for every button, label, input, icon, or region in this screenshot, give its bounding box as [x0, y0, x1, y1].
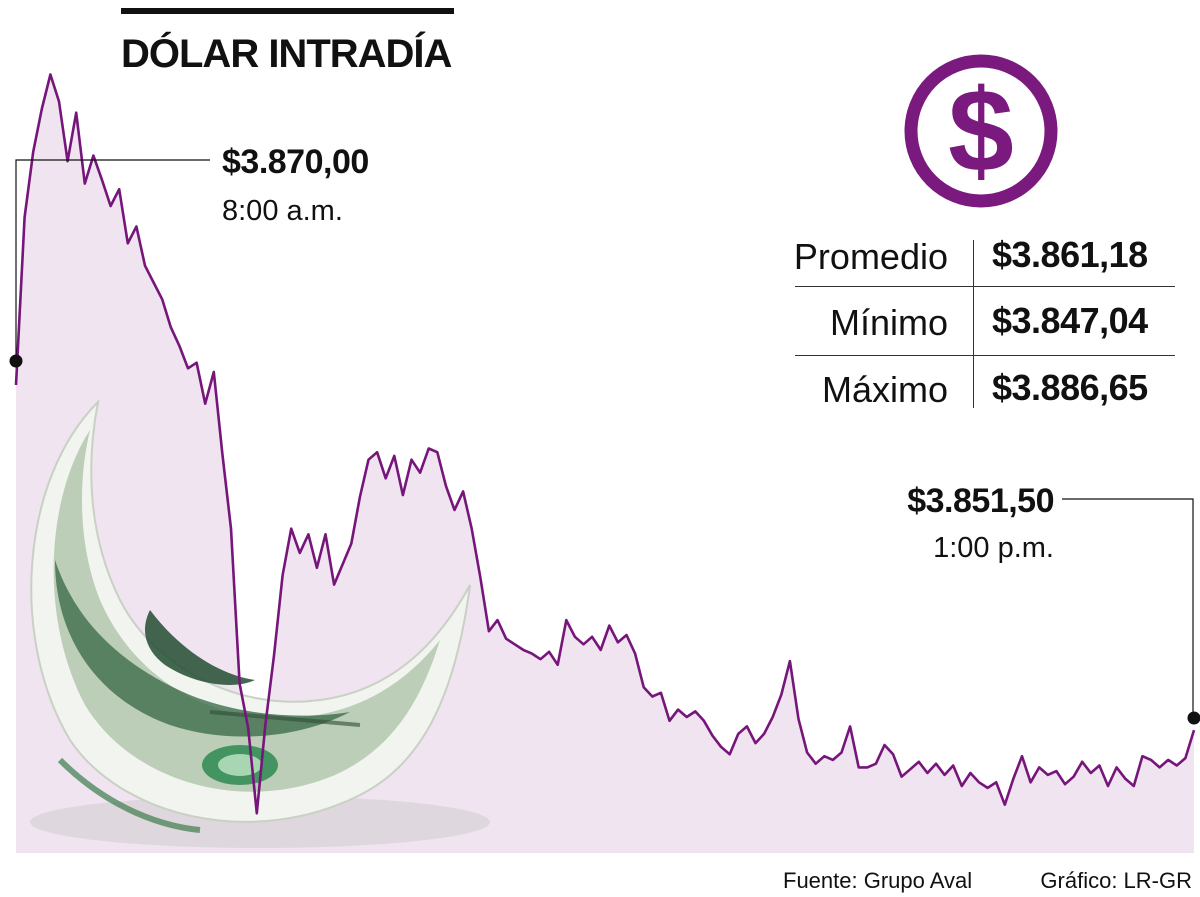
dollar-sign-circle-icon: $ — [904, 54, 1058, 208]
close-time-label: 1:00 p.m. — [933, 532, 1054, 564]
stat-value: $3.847,04 — [992, 300, 1148, 341]
title-rule — [121, 8, 454, 14]
stats-divider — [795, 286, 1175, 287]
stats-divider — [795, 355, 1175, 356]
open-time-label: 8:00 a.m. — [222, 195, 343, 227]
close-price-label: $3.851,50 — [907, 482, 1054, 520]
open-point-marker — [9, 354, 23, 368]
stat-row-average: Promedio $3.861,18 — [780, 230, 1170, 286]
price-line — [14, 73, 1196, 815]
stat-label: Promedio — [793, 236, 948, 277]
price-area — [16, 74, 1194, 853]
stat-row-maximum: Máximo $3.886,65 — [780, 363, 1170, 419]
money-bill-illustration — [30, 398, 490, 848]
svg-text:$: $ — [948, 65, 1014, 197]
chart-title: DÓLAR INTRADÍA — [121, 32, 452, 76]
stat-value: $3.861,18 — [992, 234, 1148, 275]
stat-value: $3.886,65 — [992, 367, 1148, 408]
close-point-marker — [1187, 711, 1200, 725]
stat-label: Máximo — [821, 369, 948, 410]
close-leader-line — [1062, 498, 1194, 716]
stat-label: Mínimo — [829, 302, 948, 343]
open-leader-line — [15, 159, 210, 360]
stats-divider-vertical — [973, 240, 974, 408]
credit-note: Gráfico: LR-GR — [1040, 868, 1192, 893]
stat-row-minimum: Mínimo $3.847,04 — [780, 296, 1170, 352]
source-note: Fuente: Grupo Aval — [783, 868, 973, 893]
open-price-label: $3.870,00 — [222, 143, 369, 181]
